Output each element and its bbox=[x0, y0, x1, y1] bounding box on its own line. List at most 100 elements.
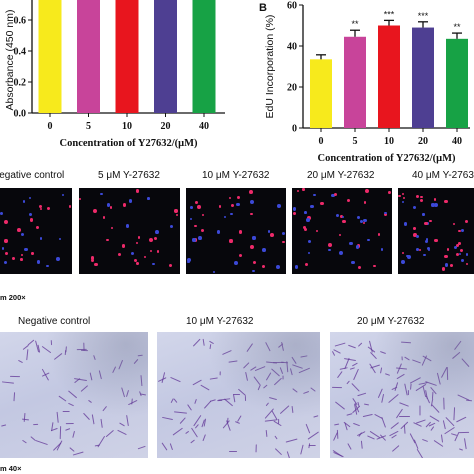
stained-cell bbox=[269, 397, 277, 401]
stained-cell bbox=[279, 367, 283, 374]
stained-cell bbox=[169, 377, 181, 383]
stained-cell bbox=[458, 448, 463, 451]
stained-cell bbox=[265, 402, 270, 407]
stained-cell bbox=[173, 411, 187, 414]
stained-cell bbox=[369, 351, 377, 359]
stained-cell bbox=[357, 392, 367, 397]
cell-nucleus bbox=[229, 239, 233, 243]
stained-cell bbox=[100, 419, 103, 429]
stained-cell bbox=[335, 401, 345, 410]
stained-cell bbox=[309, 387, 316, 392]
edu-image-20um bbox=[292, 188, 392, 274]
cell-nucleus bbox=[117, 253, 121, 257]
stained-cell bbox=[280, 361, 288, 364]
stained-cell bbox=[273, 361, 285, 363]
stained-cell bbox=[41, 368, 49, 381]
stained-cell bbox=[191, 427, 198, 437]
stained-cell bbox=[446, 366, 449, 380]
stained-cell bbox=[244, 372, 248, 382]
stained-cell bbox=[391, 421, 400, 429]
stained-cell bbox=[394, 381, 399, 391]
cell-nucleus bbox=[416, 248, 419, 251]
stained-cell bbox=[358, 432, 363, 437]
cell-nucleus bbox=[36, 260, 40, 264]
cell-nucleus bbox=[460, 258, 465, 263]
cell-nucleus bbox=[46, 207, 51, 211]
stained-cell bbox=[351, 383, 360, 393]
cell-nucleus bbox=[201, 229, 205, 233]
stained-cell bbox=[424, 381, 437, 387]
stained-cell bbox=[308, 444, 316, 446]
cell-nucleus bbox=[190, 217, 193, 220]
stained-cell bbox=[73, 451, 84, 456]
stained-cell bbox=[25, 349, 28, 360]
stained-cell bbox=[193, 339, 201, 347]
cell-nucleus bbox=[447, 248, 450, 251]
stained-cell bbox=[158, 377, 167, 383]
stained-cell bbox=[349, 367, 355, 370]
stained-cell bbox=[60, 426, 62, 440]
cell-nucleus bbox=[230, 203, 234, 208]
cell-nucleus bbox=[154, 236, 158, 240]
stained-cell bbox=[362, 413, 373, 417]
cell-nucleus bbox=[94, 262, 98, 267]
stained-cell bbox=[391, 445, 400, 452]
edu-image-40um bbox=[398, 188, 474, 274]
cell-nucleus bbox=[29, 196, 32, 199]
cell-nucleus bbox=[460, 249, 464, 253]
stained-cell bbox=[463, 438, 467, 450]
stained-cell bbox=[345, 412, 353, 416]
cell-nucleus bbox=[136, 261, 140, 265]
cell-nucleus bbox=[122, 203, 127, 207]
edu-label-40um: 40 μM Y-27632 bbox=[412, 170, 474, 181]
stained-cell bbox=[381, 394, 385, 404]
stained-cell bbox=[223, 398, 233, 407]
cell-nucleus bbox=[79, 197, 82, 201]
cell-nucleus bbox=[405, 254, 409, 258]
stained-cell bbox=[42, 372, 50, 378]
stained-cell bbox=[307, 431, 320, 440]
y-tick-label-b-3: 60 bbox=[287, 1, 297, 12]
stained-cell bbox=[271, 368, 281, 377]
cell-nucleus bbox=[457, 229, 461, 233]
cell-nucleus bbox=[413, 233, 417, 237]
cell-nucleus bbox=[455, 253, 459, 257]
stained-cell bbox=[51, 422, 54, 431]
stained-cell bbox=[457, 393, 470, 401]
cell-nucleus bbox=[427, 249, 430, 252]
cell-nucleus bbox=[292, 211, 296, 215]
stained-cell bbox=[298, 367, 311, 374]
stained-cell bbox=[430, 398, 434, 407]
stained-cell bbox=[250, 366, 257, 371]
cell-nucleus bbox=[435, 238, 438, 242]
stained-cell bbox=[352, 397, 358, 405]
stained-cell bbox=[83, 342, 85, 351]
stained-cell bbox=[391, 434, 397, 439]
stained-cell bbox=[429, 423, 436, 427]
cell-nucleus bbox=[401, 251, 405, 254]
stained-cell bbox=[209, 377, 218, 380]
cell-nucleus bbox=[121, 244, 126, 248]
stained-cell bbox=[396, 367, 407, 370]
cell-nucleus bbox=[310, 204, 314, 209]
stained-cell bbox=[277, 343, 283, 348]
stained-cell bbox=[265, 419, 278, 422]
stained-cell bbox=[193, 398, 197, 404]
stained-cell bbox=[273, 421, 282, 427]
stained-cell bbox=[201, 419, 206, 428]
stained-cell bbox=[264, 408, 274, 420]
stained-cell bbox=[63, 410, 70, 412]
stained-cell bbox=[81, 349, 89, 351]
stained-cell bbox=[456, 416, 467, 423]
stained-cell bbox=[384, 373, 390, 376]
significance-mark-b-3: *** bbox=[418, 11, 429, 21]
cell-nucleus bbox=[441, 267, 446, 272]
migration-label-20um: 20 μM Y-27632 bbox=[357, 316, 425, 327]
cell-nucleus bbox=[4, 219, 9, 224]
stained-cell bbox=[244, 396, 246, 402]
stained-cell bbox=[396, 408, 404, 419]
stained-cell bbox=[282, 375, 284, 380]
cell-nucleus bbox=[249, 200, 254, 205]
cell-nucleus bbox=[198, 236, 202, 240]
cell-nucleus bbox=[5, 252, 9, 255]
